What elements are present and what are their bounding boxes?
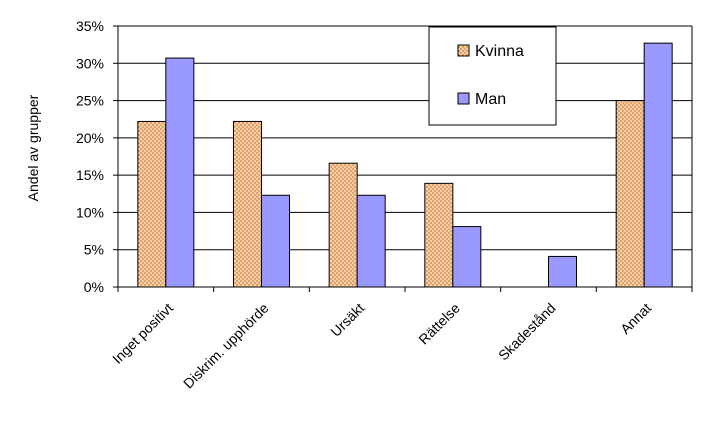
x-tick-label: Ursäkt xyxy=(327,300,367,340)
x-tick-label: Skadestånd xyxy=(495,300,559,364)
legend-swatch-man xyxy=(457,92,470,105)
bar-man-0 xyxy=(165,57,195,288)
x-tick-labels: Inget positivt Diskrim. upphörde Ursäkt Rät… xyxy=(109,300,654,392)
gridlines xyxy=(118,25,692,251)
axes xyxy=(113,25,693,292)
y-tick-label: 10% xyxy=(76,204,104,220)
bar-kvinna-0 xyxy=(137,120,167,288)
y-tick-label: 5% xyxy=(84,242,104,258)
x-tick-label: Rättelse xyxy=(415,300,463,348)
legend-label-kvinna: Kvinna xyxy=(475,43,524,60)
bar-kvinna-2 xyxy=(328,162,358,288)
legend-box xyxy=(428,26,557,126)
legend-label-man: Man xyxy=(475,91,506,108)
y-axis-title: Andel av grupper xyxy=(25,94,41,201)
bar-kvinna-5 xyxy=(615,100,645,288)
y-tick-label: 30% xyxy=(76,55,104,71)
bar-man-5 xyxy=(643,42,673,288)
y-tick-label: 25% xyxy=(76,93,104,109)
y-tick-label: 15% xyxy=(76,167,104,183)
bars xyxy=(137,42,673,288)
bar-man-4 xyxy=(548,255,577,288)
x-tick-label: Annat xyxy=(617,300,654,337)
y-tick-label: 0% xyxy=(84,279,104,295)
bar-man-1 xyxy=(261,194,290,288)
legend: Kvinna Man xyxy=(428,26,557,126)
bar-kvinna-1 xyxy=(233,120,262,288)
bar-man-2 xyxy=(356,194,386,288)
y-tick-labels: 0% 5% 10% 15% 20% 25% 30% 35% xyxy=(76,18,104,295)
x-tick-label: Diskrim. upphörde xyxy=(180,300,272,392)
y-tick-label: 20% xyxy=(76,130,104,146)
y-tick-label: 35% xyxy=(76,18,104,34)
bar-kvinna-3 xyxy=(424,182,454,288)
legend-swatch-kvinna xyxy=(457,44,470,57)
x-tick-label: Inget positivt xyxy=(109,300,176,367)
bar-man-3 xyxy=(452,226,482,288)
